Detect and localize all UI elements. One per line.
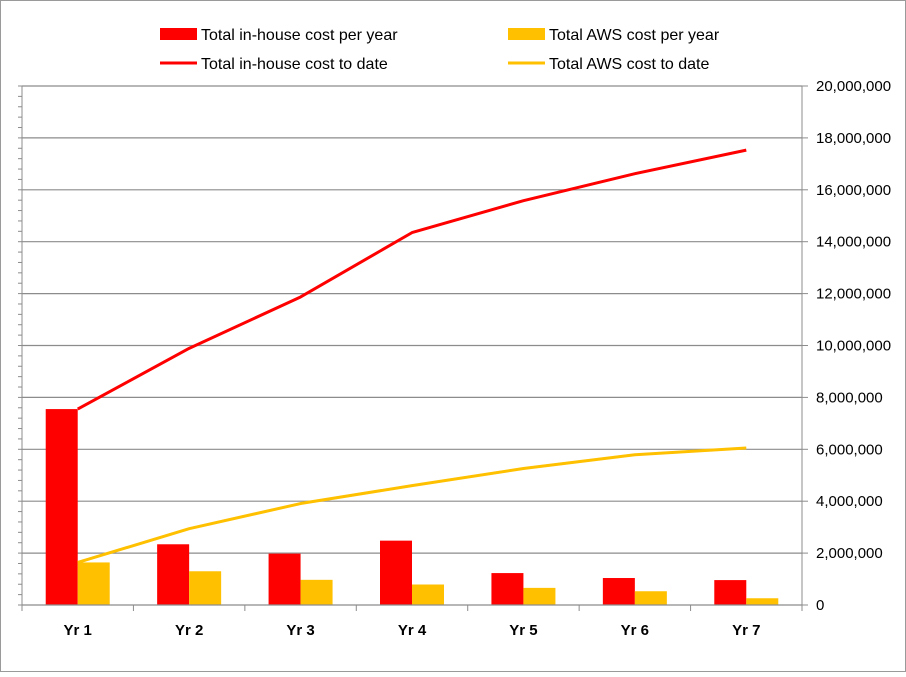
y-tick-label: 12,000,000 <box>816 286 891 303</box>
bar-aws-per-year <box>77 562 110 605</box>
bar-inhouse-per-year <box>491 573 524 605</box>
legend-item: Total in-house cost per year <box>160 27 398 44</box>
legend-swatch <box>508 28 545 40</box>
bars <box>45 409 779 605</box>
x-tick-label: Yr 7 <box>732 622 760 639</box>
x-tick-label: Yr 4 <box>398 622 427 639</box>
bar-inhouse-per-year <box>380 540 412 605</box>
x-tick-label: Yr 2 <box>175 622 203 639</box>
legend: Total in-house cost per year Total AWS co… <box>160 27 720 73</box>
y-tick-label: 16,000,000 <box>816 182 891 199</box>
bar-aws-per-year <box>523 587 556 605</box>
bar-aws-per-year <box>746 598 779 605</box>
y-tick-label: 0 <box>816 597 824 614</box>
axes <box>18 85 808 611</box>
legend-item: Total AWS cost per year <box>508 27 720 44</box>
bar-inhouse-per-year <box>714 580 747 605</box>
legend-label: Total in-house cost per year <box>201 27 398 44</box>
legend-label: Total in-house cost to date <box>201 56 388 73</box>
y-tick-label: 18,000,000 <box>816 130 891 147</box>
y-tick-label: 10,000,000 <box>816 338 891 355</box>
x-tick-label: Yr 3 <box>286 622 314 639</box>
y-tick-label: 4,000,000 <box>816 493 883 510</box>
x-tick-label: Yr 1 <box>64 622 92 639</box>
bar-aws-per-year <box>634 591 667 605</box>
legend-swatch <box>160 28 197 40</box>
bar-inhouse-per-year <box>157 544 190 605</box>
bar-aws-per-year <box>189 571 222 605</box>
y-tick-label: 20,000,000 <box>816 78 891 95</box>
y-tick-label: 14,000,000 <box>816 234 891 251</box>
bar-aws-per-year <box>412 584 444 605</box>
bar-inhouse-per-year <box>45 409 78 605</box>
y-tick-label: 8,000,000 <box>816 389 883 406</box>
legend-label: Total AWS cost to date <box>549 56 709 73</box>
x-tick-label: Yr 6 <box>621 622 649 639</box>
y-tick-label: 6,000,000 <box>816 441 883 458</box>
legend-item: Total in-house cost to date <box>160 56 388 73</box>
tick-labels: 0 2,000,000 4,000,000 6,000,000 8,000,000 10,… <box>64 78 892 639</box>
x-tick-label: Yr 5 <box>509 622 537 639</box>
bar-aws-per-year <box>300 579 333 605</box>
bar-inhouse-per-year <box>268 553 301 605</box>
bar-inhouse-per-year <box>602 578 635 605</box>
line-aws-to-date <box>77 446 747 564</box>
y-tick-label: 2,000,000 <box>816 545 883 562</box>
gridlines <box>22 85 802 554</box>
lines <box>76 148 747 564</box>
line-inhouse-to-date <box>76 148 747 411</box>
legend-item: Total AWS cost to date <box>508 56 709 73</box>
legend-label: Total AWS cost per year <box>549 27 720 44</box>
